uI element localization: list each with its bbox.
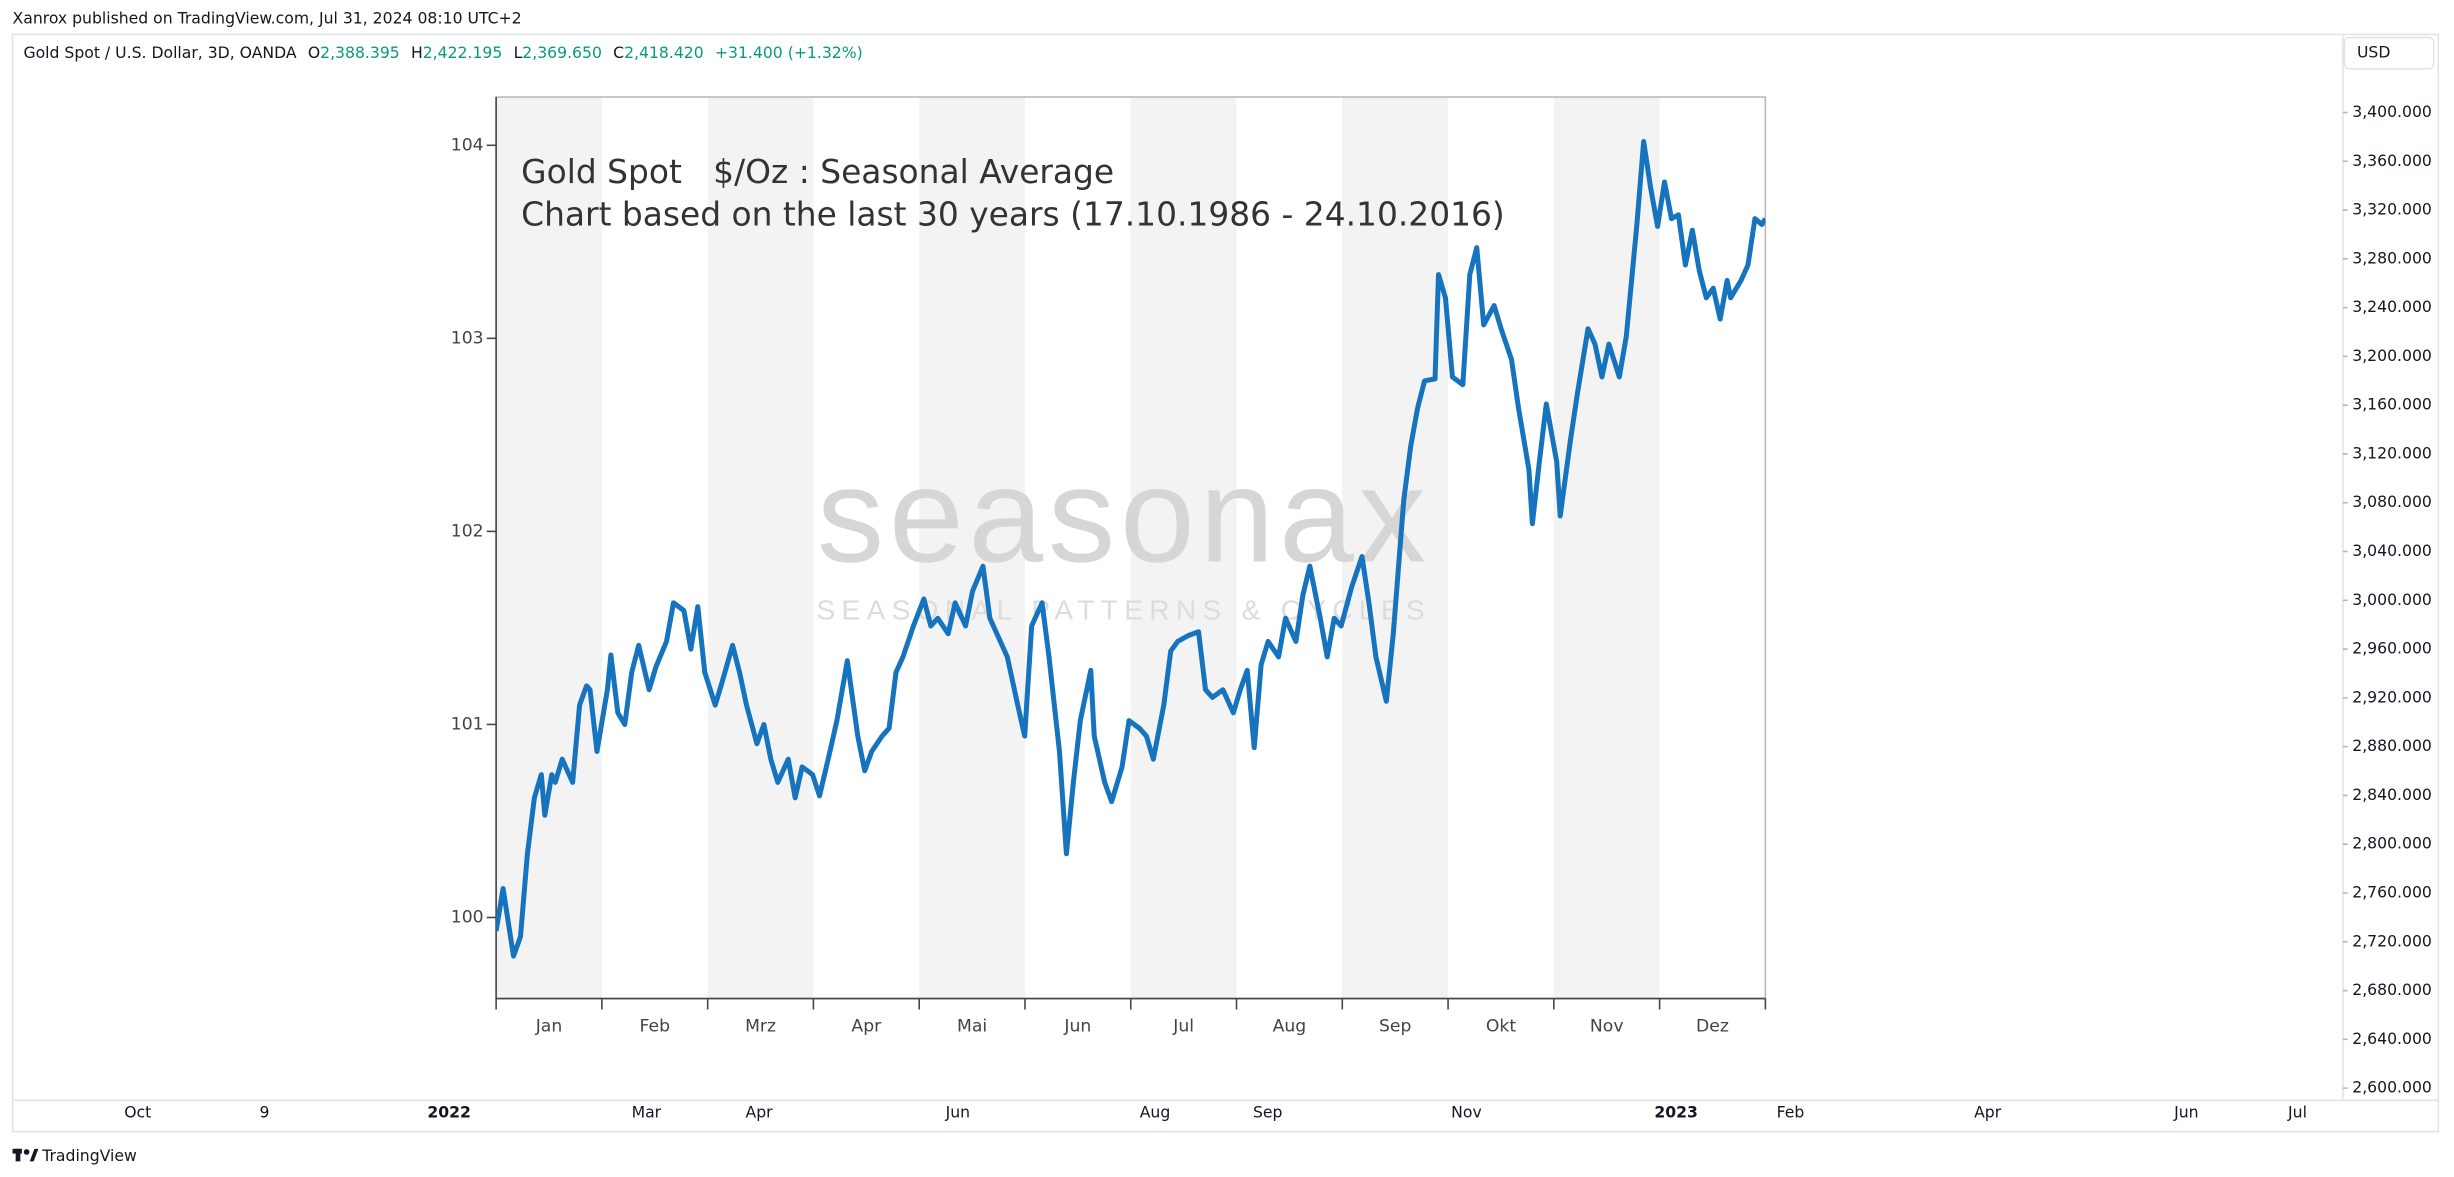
price-tick-label: 3,360.000 — [2352, 151, 2432, 170]
price-tick-label: 2,960.000 — [2352, 639, 2432, 658]
month-band — [1553, 97, 1660, 999]
price-tick-label: 3,280.000 — [2352, 248, 2432, 267]
ohlc-value: 2,388.395 — [320, 43, 400, 62]
time-tick-label: Apr — [746, 1102, 774, 1121]
x-tick-label: Dez — [1696, 1017, 1729, 1037]
watermark: seasonax — [817, 439, 1431, 590]
y-tick-label: 103 — [451, 328, 484, 348]
y-tick-label: 101 — [451, 714, 484, 734]
price-tick-label: 2,920.000 — [2352, 687, 2432, 706]
price-tick-label: 3,160.000 — [2352, 395, 2432, 414]
time-tick-label: Aug — [1140, 1102, 1171, 1121]
x-tick-label: Jun — [1063, 1017, 1091, 1037]
price-tick-label: 2,760.000 — [2352, 882, 2432, 901]
month-band — [1342, 97, 1449, 999]
price-tick-label: 3,040.000 — [2352, 541, 2432, 560]
x-tick-label: Feb — [640, 1017, 670, 1037]
ohlc-value: 2,422.195 — [423, 43, 503, 62]
month-band — [919, 97, 1025, 999]
symbol-legend: Gold Spot / U.S. Dollar, 3D, OANDA O2,38… — [23, 43, 862, 62]
y-tick-label: 104 — [451, 135, 484, 155]
price-tick-label: 3,320.000 — [2352, 200, 2432, 219]
time-tick-label: Mar — [632, 1102, 662, 1121]
price-tick-label: 2,840.000 — [2352, 785, 2432, 804]
price-tick-label: 3,080.000 — [2352, 492, 2432, 511]
logo-part — [23, 1149, 30, 1155]
series-line — [496, 138, 1766, 959]
time-tick-label: Jun — [945, 1102, 970, 1121]
time-tick-label: 2022 — [427, 1102, 471, 1121]
price-tick-label: 3,240.000 — [2352, 297, 2432, 316]
y-tick-label: 102 — [451, 521, 484, 541]
x-tick-label: Jul — [1172, 1017, 1194, 1037]
time-tick-label: Jul — [2287, 1102, 2307, 1121]
price-tick-label: 3,120.000 — [2352, 443, 2432, 462]
chart-title: Gold Spot $/Oz : Seasonal Average — [521, 152, 1114, 191]
price-tick-label: 3,400.000 — [2352, 102, 2432, 121]
ohlc-label: O — [308, 43, 320, 62]
time-axis: Oct 9 2022 Mar Apr Jun Aug Sep Nov 2023 Feb Apr Jun J… — [124, 1102, 2307, 1121]
time-tick-label: Apr — [1974, 1102, 2002, 1121]
footer-brand: TradingView — [41, 1146, 137, 1165]
chart-subtitle: Chart based on the last 30 years (17.10.… — [521, 194, 1505, 233]
time-tick-label: 2023 — [1654, 1102, 1698, 1121]
currency[interactable]: USD — [2357, 43, 2390, 62]
price-tick-label: 2,880.000 — [2352, 736, 2432, 755]
price-tick-label: 2,800.000 — [2352, 834, 2432, 853]
time-tick-label: Oct — [124, 1102, 151, 1121]
footer-logo — [12, 1148, 39, 1162]
currency-button[interactable] — [2343, 36, 2435, 70]
symbol: Gold Spot / U.S. Dollar, 3D, OANDA — [23, 43, 296, 62]
x-tick-label: Okt — [1486, 1017, 1517, 1037]
x-tick-label: Apr — [851, 1017, 882, 1037]
time-tick-label: 9 — [260, 1102, 270, 1121]
logo-part — [29, 1148, 39, 1162]
x-tick-label: Jan — [535, 1017, 563, 1037]
time-tick-label: Nov — [1451, 1102, 1482, 1121]
x-tick-label: Sep — [1379, 1017, 1411, 1037]
ohlc-value: 2,418.420 — [624, 43, 704, 62]
month-band — [707, 97, 814, 999]
month-band — [1130, 97, 1237, 999]
ohlc-label: H — [411, 43, 423, 62]
price-tick-label: 2,600.000 — [2352, 1078, 2432, 1097]
published-note: Xanrox published on TradingView.com, Jul… — [13, 8, 522, 27]
change: +31.400 (+1.32%) — [715, 43, 863, 62]
month-band — [496, 97, 602, 999]
logo-part — [15, 1148, 21, 1162]
time-tick-label: Jun — [2173, 1102, 2198, 1121]
x-tick-label: Aug — [1273, 1017, 1307, 1037]
price-axis: 3,400.000 3,360.000 3,320.000 3,280.000 3,24… — [2342, 102, 2432, 1097]
time-tick-label: Sep — [1253, 1102, 1283, 1121]
x-tick-label: Mrz — [745, 1017, 776, 1037]
ohlc-value: 2,369.650 — [522, 43, 602, 62]
price-tick-label: 2,640.000 — [2352, 1029, 2432, 1048]
price-tick-label: 2,720.000 — [2352, 931, 2432, 950]
y-tick-label: 100 — [451, 907, 484, 927]
price-tick-label: 3,000.000 — [2352, 590, 2432, 609]
ohlc-label: L — [514, 43, 523, 62]
x-tick-label: Mai — [957, 1017, 987, 1037]
price-tick-label: 3,200.000 — [2352, 346, 2432, 365]
price-tick-label: 2,680.000 — [2352, 980, 2432, 999]
ohlc-label: C — [613, 43, 624, 62]
x-tick-label: Nov — [1590, 1017, 1624, 1037]
time-tick-label: Feb — [1777, 1102, 1805, 1121]
pane-frame — [11, 33, 2440, 1133]
